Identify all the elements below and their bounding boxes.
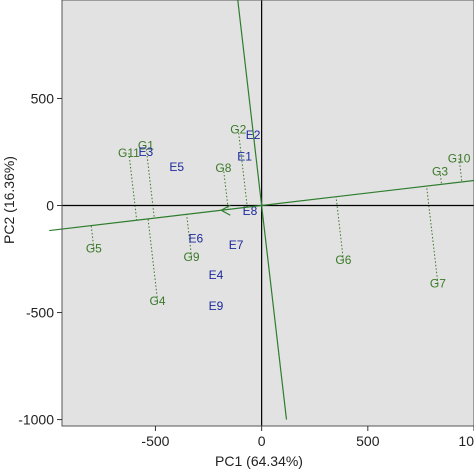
y-tick-label: 0	[46, 198, 54, 214]
x-tick-label: 1000	[458, 433, 474, 449]
plot-background	[62, 0, 474, 426]
x-axis-title: PC1 (64.34%)	[215, 453, 303, 469]
environment-label: E7	[229, 238, 244, 252]
genotype-drop-line	[90, 225, 95, 249]
y-tick-label: -500	[26, 305, 54, 321]
environment-label: E1	[237, 149, 252, 163]
genotype-drop-line	[458, 158, 463, 182]
genotype-label: G8	[215, 161, 231, 175]
genotype-label: G7	[430, 277, 446, 291]
genotype-label: G4	[150, 294, 166, 308]
genotype-drop-line	[128, 153, 138, 221]
genotype-label: G6	[335, 253, 351, 267]
genotype-drop-line	[237, 129, 248, 208]
y-tick-label: 500	[31, 90, 55, 106]
environment-label: E6	[188, 232, 203, 246]
genotype-label: G5	[86, 241, 102, 255]
genotype-drop-line	[426, 185, 439, 284]
axis-arrow	[220, 204, 231, 216]
axes: -500 0 500 1000 -1000 -500 0 500	[18, 0, 474, 449]
environment-label: E9	[209, 299, 224, 313]
perpendicular-axis	[237, 0, 288, 420]
genotype-label: G11	[118, 146, 140, 160]
genotype-label: G3	[432, 164, 448, 178]
genotype-drop-line	[335, 196, 344, 261]
chart-marks: G1G2G3G4G5G6G7G8G9G10G11E1E2E3E4E5E6E7E8…	[86, 123, 471, 314]
environment-label: E4	[209, 268, 224, 282]
plot-frame	[61, 0, 474, 427]
y-axis-title: PC2 (16.36%)	[1, 156, 17, 244]
x-tick-label: 0	[258, 433, 266, 449]
genotype-drop-line	[186, 214, 193, 257]
x-tick-label: -500	[141, 433, 169, 449]
environment-label: E3	[139, 145, 154, 159]
genotype-label: G9	[184, 250, 200, 264]
genotype-label: G10	[448, 151, 471, 165]
environment-label: E5	[169, 160, 184, 174]
genotype-drop-line	[439, 171, 443, 185]
genotype-label: G1	[138, 139, 154, 153]
genotype-label: G2	[230, 123, 246, 137]
plot-area	[62, 0, 474, 426]
y-tick-label: -1000	[18, 412, 54, 428]
x-tick-label: 500	[356, 433, 380, 449]
